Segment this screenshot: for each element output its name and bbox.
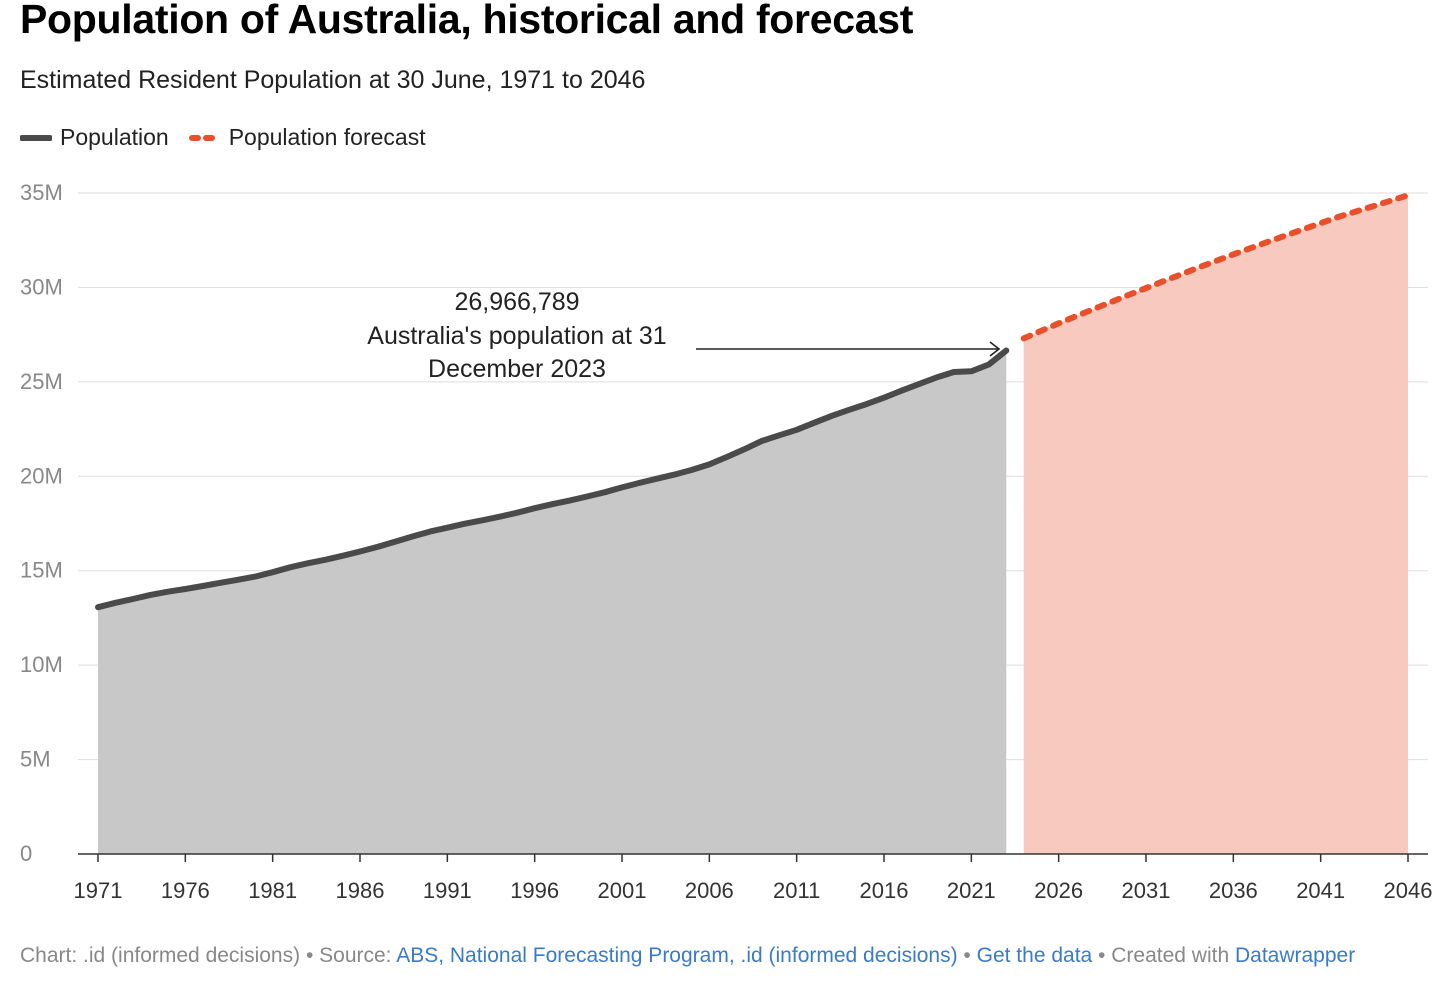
chart-title: Population of Australia, historical and …	[20, 0, 914, 42]
x-tick-label: 2036	[1209, 878, 1258, 903]
y-tick-label: 0	[20, 841, 32, 866]
x-tick-label: 2001	[598, 878, 647, 903]
x-tick-label: 2006	[685, 878, 734, 903]
annotation-text-line: 26,966,789	[454, 288, 579, 316]
population-line	[95, 347, 1010, 611]
footer-separator-created: • Created with	[1092, 944, 1235, 967]
x-tick-label: 2026	[1034, 878, 1083, 903]
chart-subtitle: Estimated Resident Population at 30 June…	[20, 66, 646, 94]
legend-label-population: Population	[60, 124, 169, 150]
x-tick-label: 1986	[336, 878, 385, 903]
x-tick-label: 2041	[1296, 878, 1345, 903]
y-tick-label: 30M	[20, 274, 63, 299]
y-tick-label: 10M	[20, 652, 63, 677]
annotation-arrow-head	[989, 341, 1001, 357]
legend-swatch-solid-line	[20, 134, 52, 141]
population-area	[98, 350, 1007, 854]
forecast-area	[1023, 195, 1408, 855]
annotation-text-line: December 2023	[428, 355, 606, 383]
legend: Population Population forecast	[20, 124, 446, 151]
legend-item-population-forecast: Population forecast	[188, 124, 426, 151]
footer-separator: •	[957, 944, 977, 967]
population-chart: 0 5M 10M 15M 20M 25M 30M 35M 1971 1976 1981 1986 199…	[20, 180, 1433, 903]
population-forecast-line	[1020, 192, 1411, 342]
annotation-text-line: Australia's population at 31	[367, 322, 666, 350]
y-tick-label: 25M	[20, 369, 63, 394]
x-tick-label: 2046	[1384, 878, 1433, 903]
footer-chart-credit: Chart: .id (informed decisions)	[20, 944, 301, 967]
x-tick-label: 2011	[773, 878, 820, 903]
x-tick-label: 1976	[161, 878, 210, 903]
x-tick-label: 2031	[1122, 878, 1171, 903]
y-tick-label: 20M	[20, 463, 63, 488]
legend-item-population: Population	[20, 124, 169, 151]
chart-footer: Chart: .id (informed decisions) • Source…	[20, 944, 1355, 968]
x-tick-label: 1981	[248, 878, 297, 903]
legend-swatch-dotted-line	[188, 134, 221, 141]
footer-separator-source: • Source:	[300, 944, 397, 967]
y-tick-label: 35M	[20, 180, 63, 205]
footer-datawrapper-link[interactable]: Datawrapper	[1234, 944, 1356, 967]
y-tick-label: 15M	[20, 558, 63, 583]
x-tick-label: 1996	[510, 878, 559, 903]
footer-source-link[interactable]: ABS, National Forecasting Program, .id (…	[396, 944, 958, 967]
x-tick-label: 2016	[860, 878, 909, 903]
footer-get-data-link[interactable]: Get the data	[976, 944, 1093, 967]
x-tick-label: 1971	[74, 878, 123, 903]
y-tick-label: 5M	[20, 747, 51, 772]
legend-label-population-forecast: Population forecast	[228, 124, 426, 150]
x-tick-label: 2021	[947, 878, 996, 903]
x-tick-label: 1991	[423, 878, 472, 903]
